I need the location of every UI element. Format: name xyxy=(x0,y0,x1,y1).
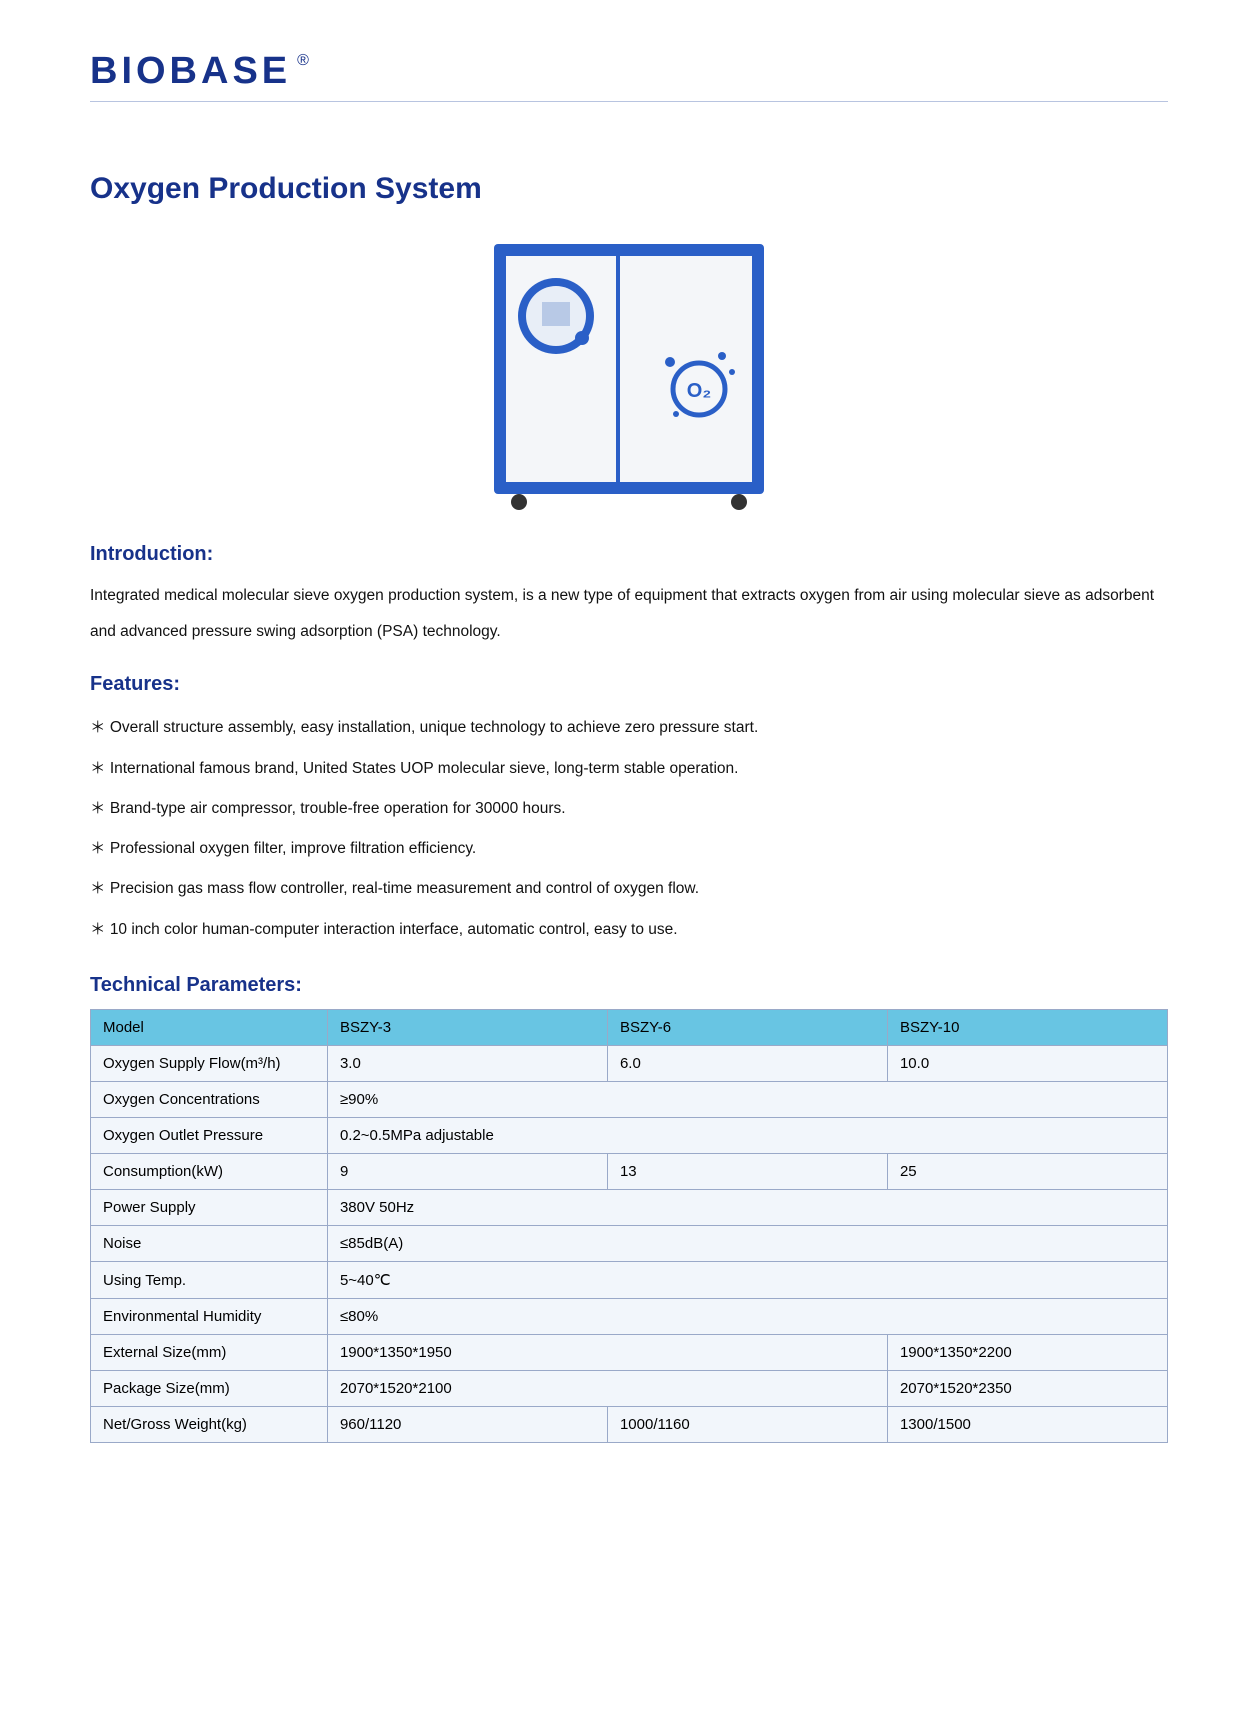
intro-text: Integrated medical molecular sieve oxyge… xyxy=(90,578,1168,649)
row-value: 13 xyxy=(607,1154,887,1190)
row-value: ≥90% xyxy=(327,1082,1167,1118)
feature-item: Overall structure assembly, easy install… xyxy=(90,708,1168,748)
features-heading: Features: xyxy=(90,673,1168,696)
row-label: Using Temp. xyxy=(91,1262,328,1299)
row-value: ≤80% xyxy=(327,1299,1167,1335)
feature-item: International famous brand, United State… xyxy=(90,749,1168,789)
table-row: External Size(mm)1900*1350*19501900*1350… xyxy=(91,1335,1168,1371)
col-header-model: BSZY-6 xyxy=(607,1010,887,1046)
row-value: 3.0 xyxy=(327,1046,607,1082)
divider xyxy=(90,101,1168,102)
table-row: Net/Gross Weight(kg)960/11201000/1160130… xyxy=(91,1407,1168,1443)
row-value: 380V 50Hz xyxy=(327,1190,1167,1226)
table-row: Package Size(mm)2070*1520*21002070*1520*… xyxy=(91,1371,1168,1407)
row-value: ≤85dB(A) xyxy=(327,1226,1167,1262)
row-value: 25 xyxy=(887,1154,1167,1190)
col-header-model: BSZY-10 xyxy=(887,1010,1167,1046)
row-value: 6.0 xyxy=(607,1046,887,1082)
table-row: Noise≤85dB(A) xyxy=(91,1226,1168,1262)
registered-mark: ® xyxy=(297,52,309,70)
table-row: Power Supply380V 50Hz xyxy=(91,1190,1168,1226)
tech-heading: Technical Parameters: xyxy=(90,974,1168,997)
table-body: Oxygen Supply Flow(m³/h)3.06.010.0Oxygen… xyxy=(91,1046,1168,1443)
row-value: 0.2~0.5MPa adjustable xyxy=(327,1118,1167,1154)
row-label: Net/Gross Weight(kg) xyxy=(91,1407,328,1443)
row-label: External Size(mm) xyxy=(91,1335,328,1371)
feature-item: 10 inch color human-computer interaction… xyxy=(90,910,1168,950)
row-label: Consumption(kW) xyxy=(91,1154,328,1190)
row-label: Oxygen Outlet Pressure xyxy=(91,1118,328,1154)
page: BIOBASE ® Oxygen Production System O₂ xyxy=(0,0,1258,1503)
brand-name: BIOBASE xyxy=(90,50,291,93)
feature-item: Brand-type air compressor, trouble-free … xyxy=(90,789,1168,829)
col-header-model: BSZY-3 xyxy=(327,1010,607,1046)
svg-text:O₂: O₂ xyxy=(687,380,711,402)
table-header-row: ModelBSZY-3BSZY-6BSZY-10 xyxy=(91,1010,1168,1046)
row-label: Package Size(mm) xyxy=(91,1371,328,1407)
row-label: Environmental Humidity xyxy=(91,1299,328,1335)
row-label: Oxygen Supply Flow(m³/h) xyxy=(91,1046,328,1082)
table-row: Oxygen Concentrations≥90% xyxy=(91,1082,1168,1118)
feature-item: Professional oxygen filter, improve filt… xyxy=(90,829,1168,869)
row-label: Power Supply xyxy=(91,1190,328,1226)
row-value: 1300/1500 xyxy=(887,1407,1167,1443)
table-row: Oxygen Supply Flow(m³/h)3.06.010.0 xyxy=(91,1046,1168,1082)
table-row: Environmental Humidity≤80% xyxy=(91,1299,1168,1335)
features-list: Overall structure assembly, easy install… xyxy=(90,708,1168,950)
row-value: 2070*1520*2100 xyxy=(327,1371,887,1407)
brand-logo: BIOBASE ® xyxy=(90,50,1168,93)
row-value: 5~40℃ xyxy=(327,1262,1167,1299)
table-row: Using Temp.5~40℃ xyxy=(91,1262,1168,1299)
table-row: Consumption(kW)91325 xyxy=(91,1154,1168,1190)
product-illustration-icon: O₂ xyxy=(484,234,774,514)
row-value: 9 xyxy=(327,1154,607,1190)
page-title: Oxygen Production System xyxy=(90,172,1168,206)
row-value: 10.0 xyxy=(887,1046,1167,1082)
feature-item: Precision gas mass flow controller, real… xyxy=(90,869,1168,909)
table-row: Oxygen Outlet Pressure0.2~0.5MPa adjusta… xyxy=(91,1118,1168,1154)
row-label: Noise xyxy=(91,1226,328,1262)
row-label: Oxygen Concentrations xyxy=(91,1082,328,1118)
row-value: 1000/1160 xyxy=(607,1407,887,1443)
row-value: 2070*1520*2350 xyxy=(887,1371,1167,1407)
intro-heading: Introduction: xyxy=(90,543,1168,566)
row-value: 1900*1350*2200 xyxy=(887,1335,1167,1371)
row-value: 960/1120 xyxy=(327,1407,607,1443)
row-value: 1900*1350*1950 xyxy=(327,1335,887,1371)
col-header-label: Model xyxy=(91,1010,328,1046)
product-image: O₂ xyxy=(90,234,1168,519)
tech-params-table: ModelBSZY-3BSZY-6BSZY-10 Oxygen Supply F… xyxy=(90,1009,1168,1443)
